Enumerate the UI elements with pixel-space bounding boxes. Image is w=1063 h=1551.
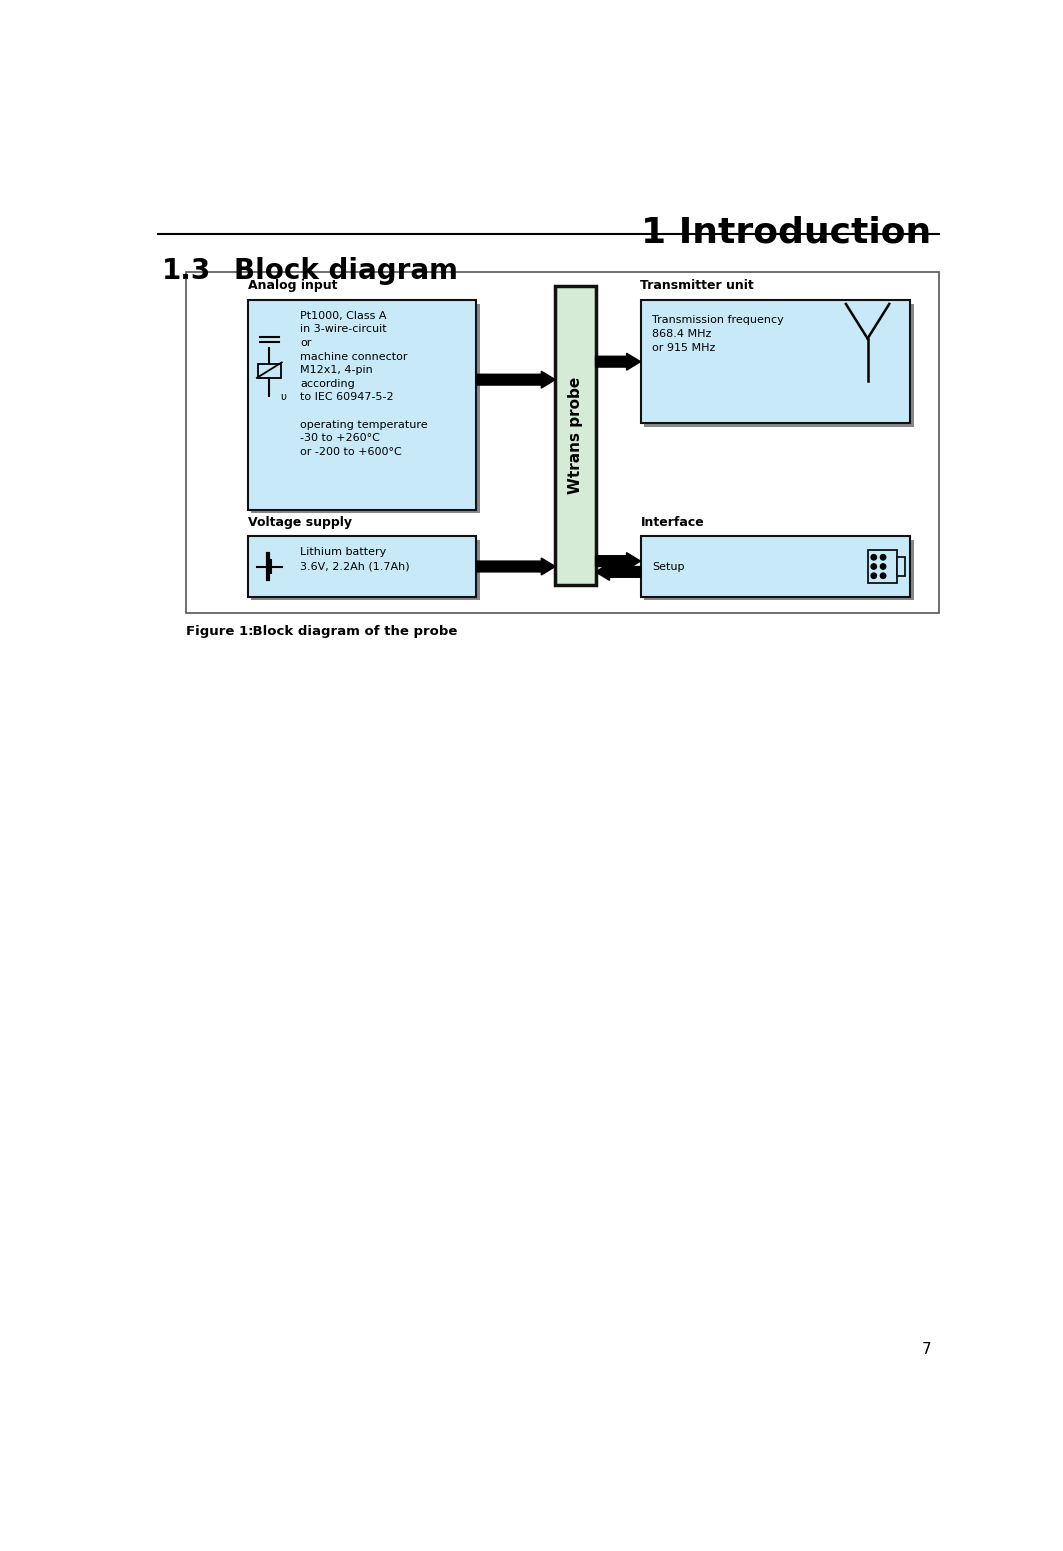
Bar [252, 304, 480, 513]
Text: Voltage supply: Voltage supply [248, 516, 352, 529]
Bar [641, 299, 910, 423]
Bar [252, 540, 480, 600]
Bar [248, 299, 476, 510]
Bar [555, 287, 595, 585]
Bar [186, 273, 939, 614]
Text: Transmitter unit: Transmitter unit [641, 279, 755, 293]
Text: 7: 7 [922, 1342, 931, 1357]
Text: 1 Introduction: 1 Introduction [641, 216, 931, 250]
Bar [897, 557, 905, 575]
Circle shape [871, 555, 877, 560]
FancyArrow shape [476, 558, 555, 575]
Circle shape [871, 565, 877, 569]
Text: Pt1000, Class A
in 3-wire-circuit
or
machine connector
M12x1, 4-pin
according
to: Pt1000, Class A in 3-wire-circuit or mac… [300, 310, 428, 458]
Circle shape [880, 555, 885, 560]
FancyArrow shape [476, 371, 555, 388]
Text: Lithium battery
3.6V, 2.2Ah (1.7Ah): Lithium battery 3.6V, 2.2Ah (1.7Ah) [300, 548, 410, 571]
Circle shape [880, 565, 885, 569]
Text: Transmission frequency
868.4 MHz
or 915 MHz: Transmission frequency 868.4 MHz or 915 … [652, 315, 783, 354]
Circle shape [871, 572, 877, 579]
Text: Interface: Interface [641, 516, 705, 529]
FancyArrow shape [595, 563, 641, 580]
Bar [641, 537, 910, 597]
Circle shape [880, 572, 885, 579]
Text: Analog input: Analog input [248, 279, 337, 293]
Bar [248, 537, 476, 597]
Bar [644, 304, 914, 427]
Bar [644, 540, 914, 600]
Text: Figure 1:: Figure 1: [186, 625, 253, 637]
Bar [867, 549, 897, 583]
Text: Setup: Setup [652, 561, 685, 571]
Text: Wtrans probe: Wtrans probe [568, 377, 583, 495]
FancyArrow shape [595, 552, 641, 569]
Text: Block diagram of the probe: Block diagram of the probe [234, 625, 457, 637]
Text: 1.3: 1.3 [163, 257, 212, 285]
Text: Block diagram: Block diagram [234, 257, 458, 285]
FancyArrow shape [595, 354, 641, 371]
Text: υ: υ [281, 392, 286, 402]
Bar [257, 364, 281, 378]
